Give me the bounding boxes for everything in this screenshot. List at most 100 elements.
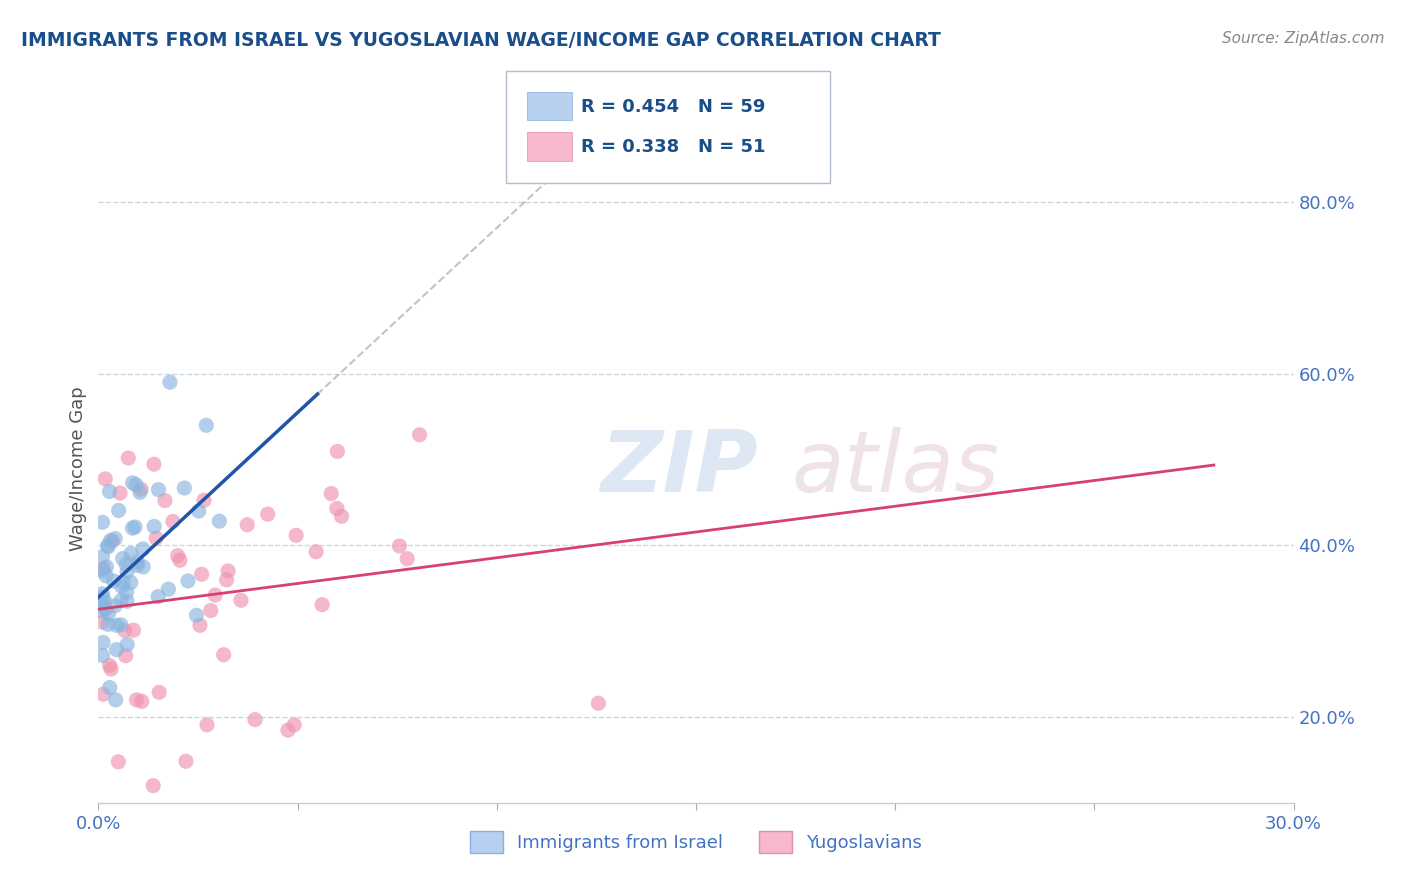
Point [107, 503, 129, 517]
Point [166, 549, 188, 563]
Point [122, 624, 145, 638]
Y-axis label: Wage/Income Gap: Wage/Income Gap [69, 386, 87, 550]
Point [396, 551, 419, 566]
Point [145, 531, 167, 545]
Point [105, 642, 128, 657]
Point [148, 685, 170, 699]
Point [159, 376, 181, 390]
Point [127, 555, 149, 569]
Point [195, 718, 218, 732]
Point [94, 472, 117, 486]
Point [125, 693, 148, 707]
Point [142, 779, 165, 793]
Point [243, 713, 266, 727]
Point [115, 594, 138, 608]
Point [110, 593, 132, 607]
Point [100, 662, 122, 676]
Point [188, 618, 211, 632]
Point [121, 475, 143, 490]
Point [94, 569, 117, 583]
Point [91, 564, 114, 578]
Point [94, 594, 117, 608]
Point [91, 587, 114, 601]
Text: IMMIGRANTS FROM ISRAEL VS YUGOSLAVIAN WAGE/INCOME GAP CORRELATION CHART: IMMIGRANTS FROM ISRAEL VS YUGOSLAVIAN WA… [21, 31, 941, 50]
Point [277, 723, 299, 737]
Point [162, 515, 184, 529]
Point [129, 482, 152, 496]
Point [91, 648, 114, 663]
Point [98, 658, 121, 673]
Point [91, 687, 114, 701]
Point [236, 517, 259, 532]
Point [174, 754, 197, 768]
Point [217, 564, 239, 578]
Point [146, 590, 169, 604]
Point [105, 618, 128, 632]
Point [326, 501, 349, 516]
Point [127, 558, 149, 573]
Point [91, 615, 114, 630]
Point [96, 559, 118, 574]
Text: atlas: atlas [792, 426, 1000, 510]
Point [94, 602, 117, 616]
Point [98, 484, 121, 499]
Point [143, 519, 166, 533]
Point [104, 599, 127, 613]
Point [132, 541, 155, 556]
Point [115, 558, 138, 572]
Point [91, 604, 114, 618]
Point [93, 561, 115, 575]
Point [283, 718, 305, 732]
Point [321, 486, 343, 500]
Point [104, 532, 127, 546]
Point [117, 450, 139, 465]
Point [177, 574, 200, 588]
Point [103, 574, 125, 588]
Point [91, 635, 114, 649]
Point [120, 575, 142, 590]
Point [388, 539, 411, 553]
Text: Source: ZipAtlas.com: Source: ZipAtlas.com [1222, 31, 1385, 46]
Point [97, 607, 120, 622]
Point [200, 603, 222, 617]
Point [195, 418, 218, 433]
Point [153, 493, 176, 508]
Point [311, 598, 333, 612]
Point [129, 485, 152, 500]
Point [114, 624, 136, 638]
Point [100, 533, 122, 548]
Point [186, 608, 208, 623]
Point [101, 534, 124, 549]
Point [330, 509, 353, 524]
Point [125, 477, 148, 491]
Point [91, 598, 114, 612]
Point [204, 588, 226, 602]
Point [229, 593, 252, 607]
Point [305, 545, 328, 559]
Point [97, 539, 120, 553]
Point [110, 617, 132, 632]
Legend: Immigrants from Israel, Yugoslavians: Immigrants from Israel, Yugoslavians [463, 824, 929, 861]
Point [212, 648, 235, 662]
Point [131, 694, 153, 708]
Point [157, 582, 180, 597]
Point [326, 444, 349, 458]
Point [111, 551, 134, 566]
Text: R = 0.454   N = 59: R = 0.454 N = 59 [581, 98, 765, 116]
Point [97, 540, 120, 554]
Text: R = 0.338   N = 51: R = 0.338 N = 51 [581, 138, 765, 156]
Point [193, 493, 215, 508]
Point [408, 427, 430, 442]
Point [169, 553, 191, 567]
Point [208, 514, 231, 528]
Point [173, 481, 195, 495]
Point [108, 486, 131, 500]
Point [112, 575, 135, 590]
Point [256, 507, 278, 521]
Point [132, 560, 155, 574]
Point [588, 696, 610, 710]
Point [97, 617, 120, 632]
Point [107, 755, 129, 769]
Point [115, 565, 138, 579]
Text: ZIP: ZIP [600, 426, 758, 510]
